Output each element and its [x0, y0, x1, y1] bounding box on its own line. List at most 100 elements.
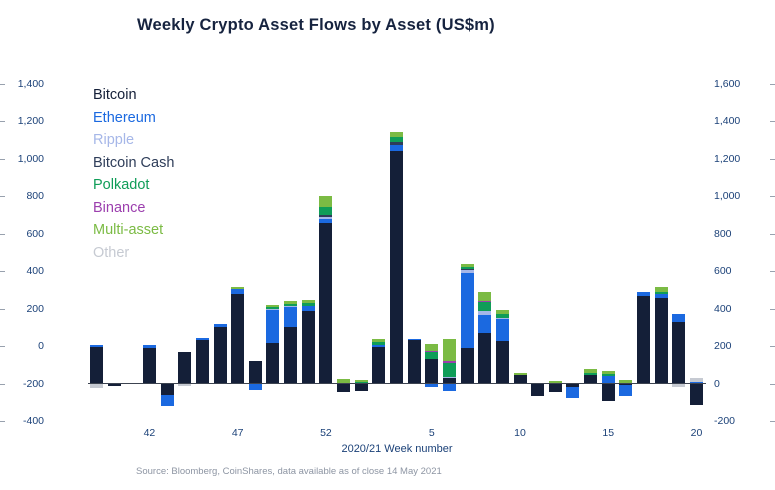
bar-wk13-bitcoin: [566, 383, 580, 388]
legend-item-ethereum: Ethereum: [93, 109, 156, 126]
bar-wk6-multi-asset: [442, 338, 456, 362]
x-tick-label: 52: [320, 427, 332, 439]
bar-wk52-polkadot: [319, 206, 333, 216]
axis-tick-icon: [0, 196, 5, 198]
bar-wk20-ethereum: [689, 381, 703, 384]
axis-tick-icon: [0, 158, 5, 160]
bar-wk5-polkadot: [425, 351, 439, 360]
bar-wk10-bitcoin: [513, 375, 527, 384]
bar-wk49-multi-asset: [266, 304, 280, 307]
bar-wk46-ethereum: [213, 323, 227, 328]
bar-wk15-bitcoin: [601, 383, 615, 402]
bar-wk6-binance: [442, 361, 456, 363]
bar-wk2-bitcoin: [372, 347, 386, 384]
bar-wk3-bitcoin-cash: [389, 142, 403, 145]
bar-wk8-bitcoin: [478, 333, 492, 384]
bar-wk8-ripple: [478, 310, 492, 316]
bar-wk44-bitcoin: [178, 351, 192, 384]
y-tick-label-right: 0: [714, 377, 720, 390]
legend-item-ripple: Ripple: [93, 132, 135, 148]
y-tick-label-right: 1,400: [714, 115, 741, 128]
y-tick-label-left: 600: [26, 227, 44, 240]
axis-tick-icon: [0, 233, 5, 235]
bar-wk16-multi-asset: [619, 380, 633, 384]
bar-wk52-ethereum: [319, 218, 333, 223]
legend-item-other: Other: [93, 244, 130, 261]
bar-wk8-multi-asset: [478, 291, 492, 302]
y-tick-label-right: 1,200: [714, 152, 741, 165]
axis-tick-icon: [0, 271, 5, 273]
bar-wk7-ripple: [460, 270, 474, 274]
bar-wk51-multi-asset: [301, 300, 315, 304]
axis-tick-icon: [770, 308, 775, 310]
y-tick-label-right: 1,600: [714, 78, 741, 90]
x-tick-label: 42: [143, 427, 156, 439]
bar-wk45-bitcoin: [195, 340, 209, 384]
axis-tick-icon: [0, 421, 5, 422]
x-tick-label: 15: [602, 427, 615, 439]
bar-wk45-ethereum: [195, 337, 209, 341]
bar-wk14-multi-asset: [584, 368, 598, 373]
bar-wk49-ethereum: [266, 309, 280, 344]
bar-wk9-polkadot: [495, 314, 509, 319]
bar-wk5-ethereum: [425, 383, 439, 388]
axis-tick-icon: [770, 196, 775, 198]
bar-wk1-multi-asset: [354, 380, 368, 383]
bar-wk18-multi-asset: [654, 287, 668, 292]
bar-wk7-bitcoin-cash: [460, 269, 474, 271]
bar-wk43-bitcoin: [160, 383, 174, 395]
bar-wk20-bitcoin: [689, 383, 703, 406]
bar-wk3-polkadot: [389, 137, 403, 143]
bar-wk47-ethereum: [231, 289, 245, 294]
legend-item-bitcoin-cash: Bitcoin Cash: [93, 154, 175, 171]
y-tick-label-left: 1,000: [17, 152, 44, 165]
y-tick-label-left: 1,400: [17, 78, 44, 90]
bar-wk16-ethereum: [619, 385, 633, 396]
y-tick-label-left: 200: [26, 302, 44, 315]
bar-wk17-ethereum: [637, 291, 651, 296]
bar-wk3-ethereum: [389, 144, 403, 152]
bar-wk11-bitcoin: [531, 383, 545, 396]
bar-wk19-ethereum: [672, 314, 686, 322]
bar-wk50-ripple: [284, 305, 298, 307]
bar-wk8-polkadot: [478, 302, 492, 311]
bar-wk1-bitcoin: [354, 383, 368, 392]
bar-wk51-polkadot: [301, 303, 315, 306]
bar-wk44-other: [178, 383, 192, 387]
bar-wk42-bitcoin: [142, 347, 156, 384]
x-axis-title: 2020/21 Week number: [341, 443, 453, 455]
bar-wk48-ethereum: [248, 383, 262, 391]
legend-item-binance: Binance: [93, 199, 146, 216]
bar-wk2-polkadot: [372, 342, 386, 346]
axis-tick-icon: [0, 121, 5, 123]
bar-wk40-bitcoin: [107, 383, 121, 386]
y-tick-label-left: 0: [38, 340, 44, 353]
y-tick-label-left: -400: [22, 415, 44, 427]
y-tick-label-right: 1,000: [714, 190, 741, 203]
bar-wk8-ethereum: [478, 315, 492, 333]
bar-wk1-polkadot: [354, 382, 368, 384]
axis-tick-icon: [770, 84, 775, 85]
bar-wk7-polkadot: [460, 266, 474, 270]
bar-wk51-ethereum: [301, 305, 315, 311]
y-tick-label-right: 800: [714, 227, 732, 240]
bar-wk9-bitcoin: [495, 341, 509, 384]
bar-wk39-ethereum: [90, 345, 103, 348]
bar-wk50-bitcoin: [284, 327, 298, 384]
axis-tick-icon: [770, 346, 775, 348]
axis-tick-icon: [0, 346, 5, 348]
bar-wk53-bitcoin: [337, 383, 351, 392]
x-tick-label: 5: [428, 427, 435, 439]
bar-wk6-bitcoin: [442, 377, 456, 384]
bar-wk6-ethereum: [442, 383, 456, 392]
bar-wk5-multi-asset: [425, 344, 439, 351]
y-tick-label-left: -200: [22, 377, 44, 390]
x-tick-label: 20: [690, 427, 703, 439]
y-tick-label-right: 600: [714, 265, 732, 278]
axis-tick-icon: [0, 383, 5, 385]
zero-baseline: [88, 383, 706, 385]
bar-wk42-ethereum: [142, 345, 156, 348]
chart-title: Weekly Crypto Asset Flows by Asset (US$m…: [137, 16, 495, 34]
bar-wk2-multi-asset: [372, 338, 386, 343]
